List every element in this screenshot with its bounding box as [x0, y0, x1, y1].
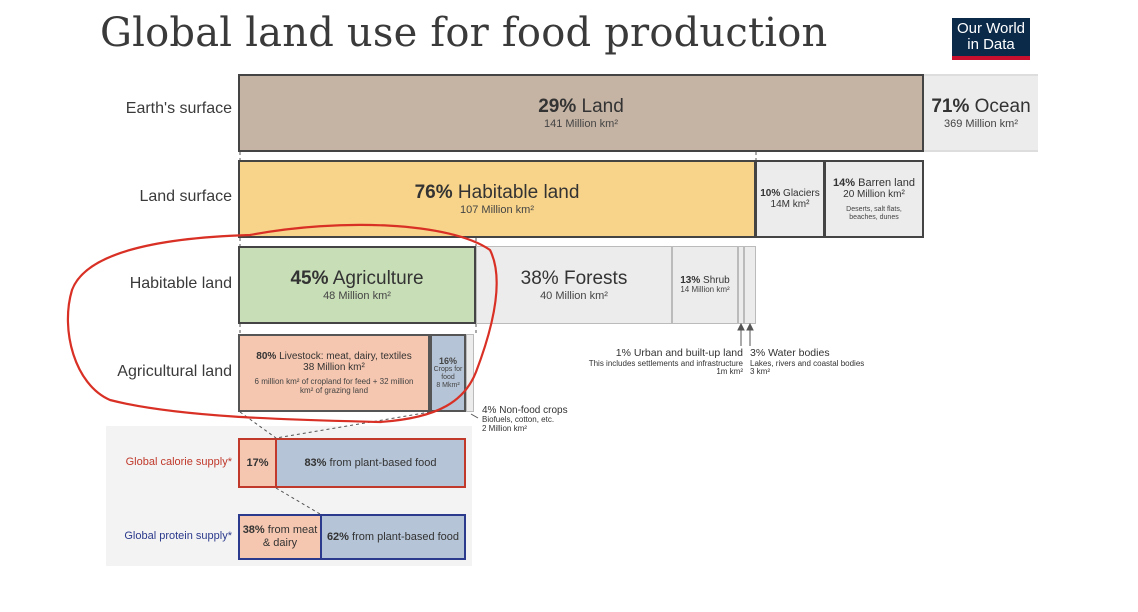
water-line2: 3 km²	[750, 367, 770, 377]
row-label-habitable: Habitable land	[129, 275, 232, 292]
barren-value: 20 Million km²	[843, 189, 905, 201]
land-box: 29% Land 141 Million km²	[238, 74, 924, 152]
calorie-plant-segment: 83% from plant-based food	[277, 440, 464, 486]
ocean-pct: 71%	[931, 95, 970, 117]
livestock-value: 38 Million km²	[303, 362, 365, 374]
hand-drawn-highlight-circle	[66, 223, 498, 424]
barren-note: Deserts, salt flats, beaches, dunes	[846, 205, 902, 221]
habitable-value: 107 Million km²	[460, 203, 534, 216]
urban-line2: 1m km²	[716, 367, 743, 377]
protein-plant-pct: 62%	[326, 530, 349, 543]
crops-pct: 16%	[438, 355, 457, 366]
land-pct: 29%	[538, 95, 577, 117]
livestock-label: Livestock: meat, dairy, textiles	[279, 350, 412, 362]
urban-title: 1% Urban and built-up land	[615, 347, 743, 359]
agriculture-value: 48 Million km²	[323, 289, 391, 302]
dashed-connector	[275, 411, 431, 439]
habitable-pct: 76%	[414, 181, 453, 203]
protein-meat-segment: 38% from meat & dairy	[240, 516, 322, 558]
nonfood-sliver	[466, 334, 474, 412]
calorie-plant-label: from plant-based food	[329, 456, 437, 469]
water-line1: Lakes, rivers and coastal bodies	[750, 358, 865, 368]
urban-arrowhead	[737, 322, 745, 331]
ocean-value: 369 Million km²	[944, 117, 1018, 130]
calorie-meat-segment: 17%	[240, 440, 277, 486]
forests-label: Forests	[563, 267, 628, 289]
protein-plant-segment: 62% from plant-based food	[322, 516, 464, 558]
ocean-box: 71% Ocean 369 Million km²	[924, 74, 1038, 152]
agriculture-pct: 45%	[290, 267, 329, 289]
forests-pct: 38%	[520, 267, 559, 289]
water-title: 3% Water bodies	[750, 347, 830, 359]
protein-meat-label: from meat & dairy	[262, 524, 318, 549]
crops-value: 8 Mkm²	[436, 381, 460, 389]
protein-meat-pct: 38%	[242, 524, 265, 537]
agriculture-label: Agriculture	[332, 267, 424, 289]
glaciers-value: 14M km²	[770, 199, 810, 210]
water-arrowhead	[746, 322, 754, 331]
row-label-earth: Earth's surface	[125, 100, 232, 117]
agriculture-box: 45% Agriculture 48 Million km²	[238, 246, 476, 324]
glaciers-pct: 10%	[760, 187, 781, 199]
ocean-label: Ocean	[974, 95, 1031, 117]
land-value: 141 Million km²	[544, 117, 618, 130]
shrub-label: Shrub	[703, 274, 730, 286]
crops-box: 16% Crops for food 8 Mkm²	[430, 334, 466, 412]
crops-label: Crops for food	[433, 366, 463, 382]
nonfood-line2: 2 Million km²	[482, 423, 527, 433]
forests-box: 38% Forests 40 Million km²	[476, 246, 672, 324]
row-label-agricultural: Agricultural land	[117, 363, 232, 380]
row-label-land: Land surface	[139, 188, 232, 205]
water-annotation: 3% Water bodies Lakes, rivers and coasta…	[750, 347, 910, 377]
forests-value: 40 Million km²	[540, 289, 608, 302]
shrub-box: 13% Shrub 14 Million km²	[672, 246, 738, 324]
nonfood-annotation: 4% Non-food crops Biofuels, cotton, etc.…	[482, 405, 602, 434]
barren-pct: 14%	[833, 176, 856, 189]
nonfood-arrow	[470, 413, 479, 419]
barren-label: Barren land	[858, 176, 915, 189]
nonfood-title: 4% Non-food crops	[482, 405, 568, 416]
glaciers-label: Glaciers	[783, 187, 820, 199]
urban-line1: This includes settlements and infrastruc…	[588, 358, 743, 368]
barren-box: 14% Barren land 20 Million km² Deserts, …	[824, 160, 924, 238]
protein-plant-label: from plant-based food	[352, 530, 460, 543]
calorie-plant-pct: 83%	[304, 456, 327, 469]
page-title: Global land use for food production	[100, 10, 828, 56]
nonfood-line1: Biofuels, cotton, etc.	[482, 415, 555, 424]
protein-supply-label: Global protein supply*	[124, 530, 232, 542]
land-label: Land	[581, 95, 624, 117]
dashed-connector	[275, 487, 321, 515]
protein-bar: 38% from meat & dairy 62% from plant-bas…	[238, 514, 466, 560]
glaciers-box: 10% Glaciers 14M km²	[756, 160, 824, 238]
urban-annotation: 1% Urban and built-up land This includes…	[560, 347, 743, 377]
shrub-pct: 13%	[680, 274, 701, 286]
livestock-pct: 80%	[256, 350, 277, 362]
calorie-meat-pct: 17%	[246, 456, 269, 469]
dashed-connector	[239, 411, 277, 439]
livestock-note: 6 million km² of cropland for feed + 32 …	[254, 376, 414, 395]
habitable-label: Habitable land	[457, 181, 580, 203]
owid-logo[interactable]: Our World in Data	[952, 18, 1030, 60]
shrub-value: 14 Million km²	[680, 285, 730, 295]
calorie-supply-label: Global calorie supply*	[125, 456, 232, 468]
calorie-bar: 17% 83% from plant-based food	[238, 438, 466, 488]
livestock-box: 80% Livestock: meat, dairy, textiles 38 …	[238, 334, 430, 412]
habitable-land-box: 76% Habitable land 107 Million km²	[238, 160, 756, 238]
